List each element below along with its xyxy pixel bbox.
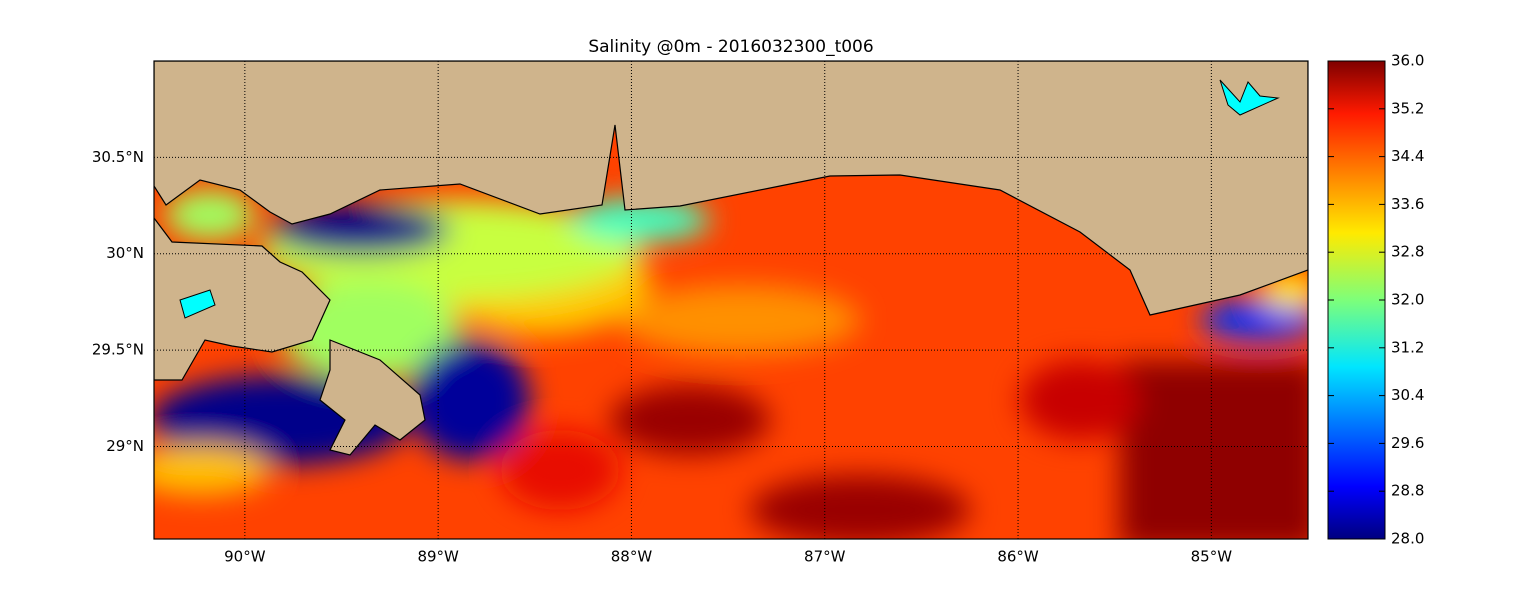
salinity-field: [154, 61, 1308, 539]
colorbar-tick-label: 33.6: [1391, 195, 1424, 213]
y-tick-label: 30°N: [106, 244, 144, 262]
colorbar-tick-label: 29.6: [1391, 434, 1424, 452]
x-tick-label: 89°W: [417, 548, 459, 566]
colorbar: [1327, 60, 1386, 540]
x-tick-label: 87°W: [804, 548, 846, 566]
chart-title: Salinity @0m - 2016032300_t006: [588, 37, 873, 57]
x-tick-label: 85°W: [1191, 548, 1233, 566]
colorbar-tick-label: 32.8: [1391, 243, 1424, 261]
x-tick-label: 86°W: [997, 548, 1039, 566]
colorbar-tick-label: 28.8: [1391, 482, 1424, 500]
colorbar-tick-label: 28.0: [1391, 530, 1424, 548]
y-tick-label: 29.5°N: [92, 341, 144, 359]
y-tick-label: 30.5°N: [92, 148, 144, 166]
x-tick-label: 90°W: [224, 548, 266, 566]
y-tick-label: 29°N: [106, 437, 144, 455]
colorbar-tick-label: 35.2: [1391, 99, 1424, 117]
map-frame: [153, 60, 1309, 540]
x-tick-label: 88°W: [611, 548, 653, 566]
colorbar-tick-label: 36.0: [1391, 52, 1424, 70]
colorbar-tick-label: 30.4: [1391, 386, 1424, 404]
colorbar-tick-label: 31.2: [1391, 338, 1424, 356]
colorbar-tick-label: 32.0: [1391, 291, 1424, 309]
colorbar-tick-label: 34.4: [1391, 147, 1424, 165]
